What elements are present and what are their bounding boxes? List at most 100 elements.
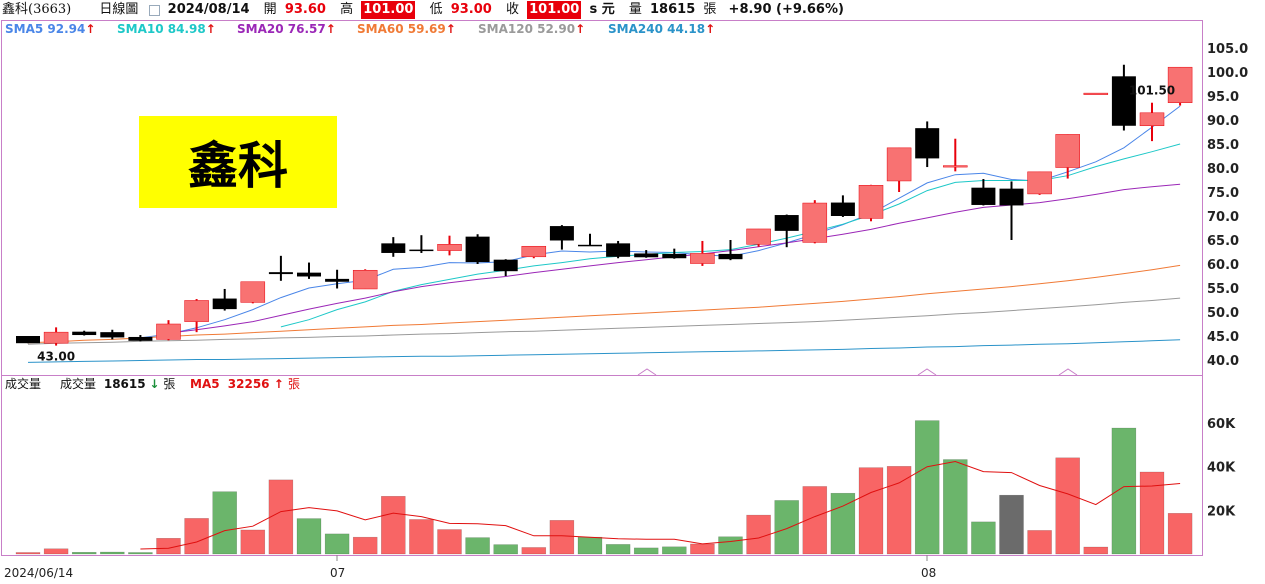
volume-bar <box>381 496 406 555</box>
price-annotation: 43.00 <box>37 350 75 364</box>
sma-line-sma5 <box>140 105 1181 339</box>
volume-legend-arrow: ↓ <box>149 377 159 391</box>
candle-body <box>549 226 574 241</box>
quote-date: 2024/08/14 <box>167 2 250 17</box>
volume-tick-label: 40K <box>1207 461 1236 476</box>
volume-bar <box>746 514 771 555</box>
candle-body <box>1139 112 1165 127</box>
candle-body <box>240 281 266 303</box>
volume-ma-value: 32256 <box>228 377 270 391</box>
price-axis: 105.0 100.0 95.0 90.0 85.0 80.0 75.0 70.0 65.0 60… <box>637 42 1248 376</box>
candle-body <box>830 202 855 216</box>
volume-ma-unit: 張 <box>288 377 300 391</box>
volume-bar <box>240 529 266 555</box>
candle-body <box>802 202 828 243</box>
price-tick-label: 45.0 <box>1207 330 1239 345</box>
sma-line-sma240 <box>27 339 1181 363</box>
candle-body <box>774 215 799 231</box>
close-value: 101.00 <box>527 1 582 19</box>
price-tick-label: 60.0 <box>1207 258 1239 273</box>
volume-bar <box>1083 546 1109 555</box>
volume-bar <box>324 533 350 555</box>
volume-bar <box>465 537 490 555</box>
candle-body <box>915 128 940 159</box>
candle-body <box>381 243 406 253</box>
volume-ma-legend: MA5 32256 ↑ 張 <box>190 377 300 391</box>
ma-legend-sma120: SMA120 52.90↑ <box>478 22 585 36</box>
volume-bar <box>1055 457 1080 555</box>
open-value: 93.60 <box>284 2 326 17</box>
volume-bar <box>971 521 996 555</box>
volume-bar <box>999 494 1024 555</box>
price-tick-label: 100.0 <box>1207 66 1248 81</box>
candle-body <box>156 323 181 340</box>
volume-bar <box>1167 513 1193 555</box>
price-tick-label: 85.0 <box>1207 138 1239 153</box>
volume-bar <box>830 492 856 555</box>
panel-marker <box>1058 368 1078 376</box>
volume-bar <box>493 544 518 555</box>
candle-body <box>1055 134 1080 168</box>
candle-body <box>43 331 69 344</box>
ma-legend-sma10: SMA10 84.98↑ <box>117 22 216 36</box>
price-tick-label: 95.0 <box>1207 90 1239 105</box>
volume-tick-label: 60K <box>1207 417 1236 432</box>
price-tick-label: 65.0 <box>1207 234 1239 249</box>
candle-body <box>352 269 378 290</box>
candle-body <box>1111 76 1136 126</box>
panel-marker <box>637 368 657 376</box>
volume-bar <box>633 547 659 555</box>
ma-legend: SMA5 92.94↑ SMA10 84.98↑ SMA20 76.57↑ SMA60… <box>5 22 715 36</box>
candle-body <box>578 244 602 247</box>
volume-legend-unit: 張 <box>163 377 175 391</box>
candles <box>16 64 1193 346</box>
candle-body <box>634 253 659 258</box>
candle-body <box>690 253 715 264</box>
volume-bar <box>858 467 884 555</box>
high-label: 高 <box>340 2 354 17</box>
candle-body <box>184 300 209 322</box>
ma-legend-sma60: SMA60 59.69↑ <box>357 22 456 36</box>
date-tick-label: 08 <box>921 566 936 580</box>
price-tick-label: 55.0 <box>1207 282 1239 297</box>
sma-line-sma10 <box>280 143 1181 328</box>
volume-bar <box>577 536 603 555</box>
volume-bar <box>296 518 322 555</box>
volume-bar <box>774 500 799 555</box>
volume-bar <box>352 536 378 555</box>
ma-legend-sma20: SMA20 76.57↑ <box>237 22 336 36</box>
period-dropdown-icon[interactable] <box>148 5 160 16</box>
candle-body <box>16 336 40 344</box>
volume-axis: 60K 40K 20K <box>1207 417 1236 519</box>
candle-body <box>1027 171 1052 195</box>
volume-bar <box>268 479 294 555</box>
price-tick-label: 80.0 <box>1207 162 1239 177</box>
low-value: 93.00 <box>450 2 492 17</box>
volume-legend-value: 18615 <box>104 377 146 391</box>
stock-name: 鑫科(3663) <box>2 2 72 17</box>
candle-body <box>212 298 237 310</box>
volume-bar <box>1027 530 1052 555</box>
candle-body <box>325 278 350 282</box>
volume-bar <box>943 459 968 555</box>
volume-bar <box>690 543 715 555</box>
volume-bar <box>437 529 462 555</box>
high-value: 101.00 <box>361 1 416 19</box>
candle-body <box>718 253 743 260</box>
volume-ma-line <box>140 460 1181 550</box>
candle-body <box>1167 66 1193 103</box>
candle-body <box>100 332 125 338</box>
stock-chart: 鑫科 SMA5 92.94↑ SMA10 84.98↑ SMA20 76.57↑ SM… <box>1 20 1248 580</box>
panel-marker <box>917 368 937 376</box>
volume-bar <box>184 518 209 555</box>
date-tick-label: 2024/06/14 <box>4 566 73 580</box>
period-label[interactable]: 日線圖 <box>99 2 139 17</box>
change-value: +8.90 (+9.66%) <box>728 2 844 17</box>
volume-panel-frame <box>1 375 1203 556</box>
candle-body <box>493 259 518 272</box>
date-tick-label: 07 <box>330 566 345 580</box>
candle-body <box>1083 92 1109 95</box>
price-annotations: 101.50 43.00 <box>37 84 1175 364</box>
volume-bar <box>886 466 912 555</box>
volume-ma-label: MA5 <box>190 377 220 391</box>
